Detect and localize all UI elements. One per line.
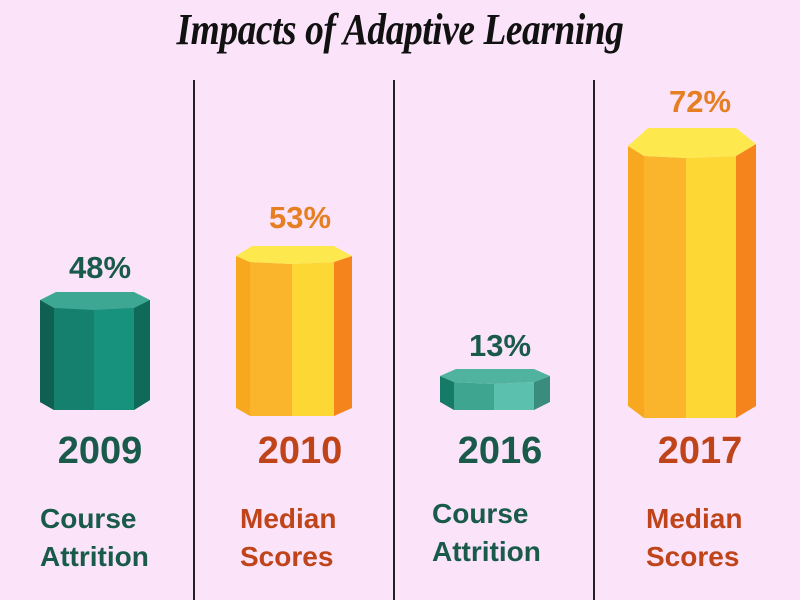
year-label: 2010 [257,430,343,472]
chart-title: Impacts of Adaptive Learning [176,5,624,54]
year-label: 2009 [57,430,143,472]
column-2016: 13% 2016 Course Attrition [400,0,600,600]
year-label: 2016 [457,430,543,472]
category-label: Course Attrition [40,503,149,572]
bar-teal-2016 [440,369,550,410]
column-2010: 53% 2010 Median Scores [200,0,400,600]
bar-orange-2017 [628,128,756,418]
category-label: Median Scores [646,503,743,572]
bar-orange-2010 [236,246,352,416]
bar-teal-2009 [40,292,150,410]
value-label: 48% [68,250,132,285]
column-divider [193,80,195,600]
column-2017: 72% 2017 Median Scores [600,0,800,600]
value-label: 72% [668,84,732,119]
column-2009: 48% 2009 Course Attrition [0,0,200,600]
year-label: 2017 [657,430,743,472]
value-label: 53% [268,200,332,235]
value-label: 13% [468,328,532,363]
column-divider [393,80,395,600]
column-divider [593,80,595,600]
category-label: Median Scores [240,503,337,572]
category-label: Course Attrition [432,498,541,567]
